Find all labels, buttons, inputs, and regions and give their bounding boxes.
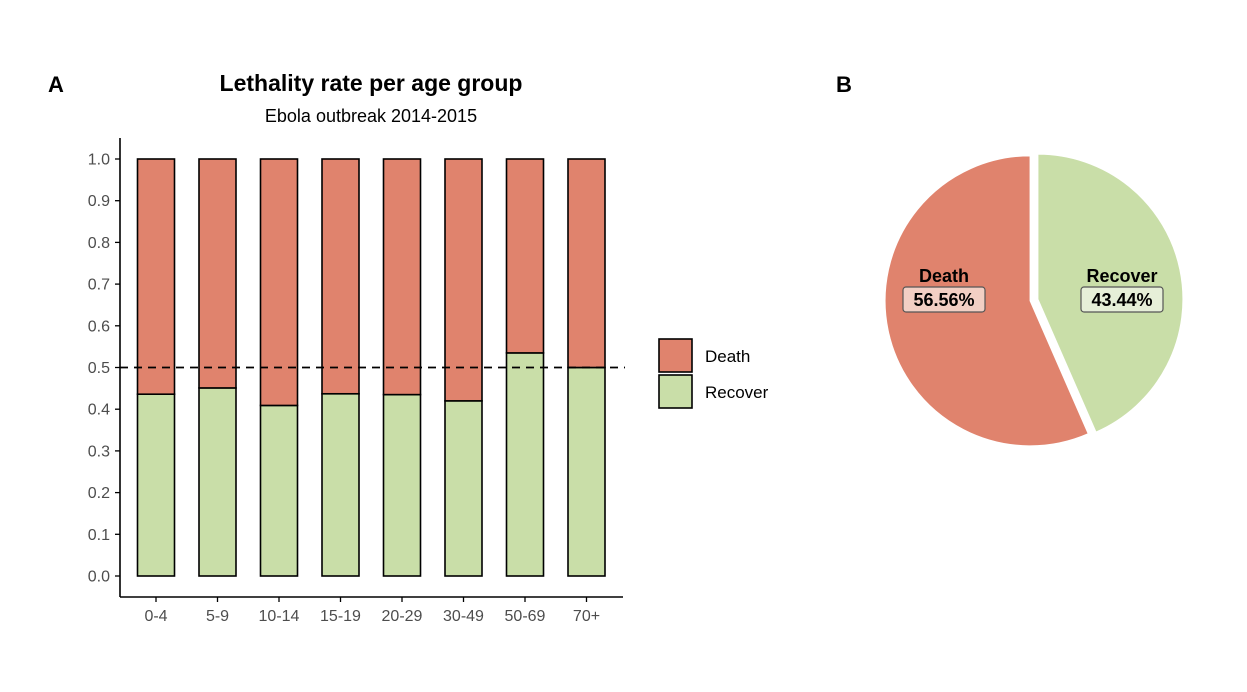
legend: Death Recover <box>658 338 769 409</box>
x-tick-label: 50-69 <box>505 608 546 625</box>
bar-chart-title: Lethality rate per age group <box>220 70 523 96</box>
bar-segment-death <box>198 158 237 389</box>
bar-segment-death <box>567 158 606 369</box>
bar-chart-subtitle: Ebola outbreak 2014-2015 <box>265 106 477 126</box>
bar-segment-recover <box>259 404 299 577</box>
bar-segment-death <box>321 158 360 395</box>
pie-slice-death <box>884 155 1089 447</box>
bar-segment-death <box>505 158 545 354</box>
x-tick-label: 20-29 <box>382 608 423 625</box>
y-tick-label: 0.7 <box>88 277 110 294</box>
bar-segment-recover <box>136 393 176 577</box>
y-tick-label: 0.9 <box>88 193 110 210</box>
pie-label-percent-recover: 43.44% <box>1091 290 1152 310</box>
y-tick-label: 1.0 <box>88 152 110 169</box>
pie-chart: Death 56.56% Recover 43.44% <box>884 153 1184 447</box>
bar-segment-death <box>259 158 299 407</box>
legend-label-death: Death <box>705 347 750 366</box>
bar-segment-recover <box>382 393 422 577</box>
bar-segment-recover <box>505 352 545 577</box>
y-tick-label: 0.3 <box>88 443 110 460</box>
stacked-bar-plot: 0.0 0.1 0.2 0.3 0.4 0.5 0.6 0.7 0.8 0.9 1.0 0-4 5-9 1… <box>88 138 625 625</box>
legend-swatch-death <box>658 338 693 373</box>
x-tick-label: 0-4 <box>144 608 167 625</box>
y-tick-label: 0.1 <box>88 527 110 544</box>
panel-label-b: B <box>836 72 852 97</box>
pie-label-box-recover <box>1080 286 1164 313</box>
y-tick-label: 0.5 <box>88 360 110 377</box>
x-tick-label: 10-14 <box>259 608 300 625</box>
bar-segment-death <box>382 158 422 396</box>
x-tick-label: 15-19 <box>320 608 361 625</box>
pie-label-box-death <box>902 286 986 313</box>
pie-label-percent-death: 56.56% <box>913 290 974 310</box>
legend-label-recover: Recover <box>705 383 769 402</box>
panel-label-a: A <box>48 72 64 97</box>
pie-label-name-recover: Recover <box>1086 266 1157 286</box>
y-tick-label: 0.2 <box>88 485 110 502</box>
legend-swatch-recover <box>658 374 693 409</box>
y-tick-label: 0.4 <box>88 402 110 419</box>
bar-segment-recover <box>198 387 237 577</box>
bar-segment-recover <box>321 392 360 577</box>
y-tick-label: 0.6 <box>88 318 110 335</box>
pie-label-name-death: Death <box>919 266 969 286</box>
y-tick-label: 0.0 <box>88 569 110 586</box>
bar-segment-recover <box>567 366 606 577</box>
bar-segment-recover <box>444 400 483 577</box>
x-tick-label: 5-9 <box>206 608 229 625</box>
x-tick-label: 30-49 <box>443 608 484 625</box>
bar-segment-death <box>136 158 176 395</box>
y-tick-label: 0.8 <box>88 235 110 252</box>
bar-segment-death <box>444 158 483 402</box>
x-tick-label: 70+ <box>573 608 600 625</box>
